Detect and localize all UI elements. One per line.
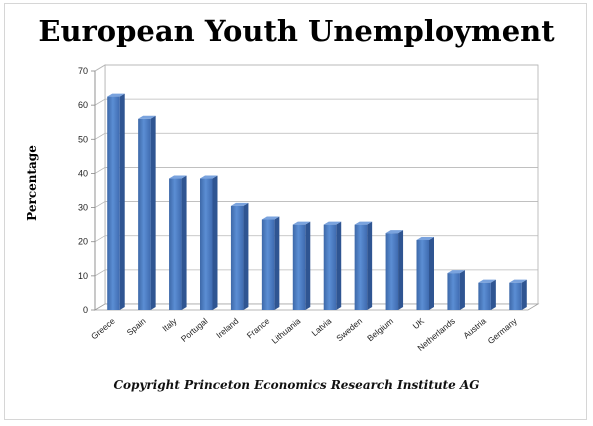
bar-top	[261, 216, 280, 220]
bar-side	[459, 270, 465, 310]
bar-top	[323, 221, 342, 225]
bar-greece	[107, 93, 125, 310]
x-tick-label: UK	[411, 316, 427, 331]
bar-uk	[416, 237, 434, 310]
bar-ireland	[230, 202, 249, 310]
bar-front	[354, 224, 368, 310]
x-axis-ticks: Greece Spain Italy Portugal Ireland FranceLit…	[89, 315, 519, 353]
x-tick-label: Sweden	[334, 316, 364, 344]
bar-front	[200, 178, 213, 310]
bar-top	[292, 221, 311, 225]
bar-front	[138, 118, 151, 310]
bar-top	[200, 175, 218, 179]
y-axis-ticks: 0 10 20 30 40 50 60 70	[78, 66, 96, 315]
bar-germany	[509, 279, 527, 310]
bar-front	[169, 178, 182, 310]
bar-top	[509, 279, 527, 283]
bar-side	[336, 221, 342, 310]
bar-front	[261, 219, 275, 310]
bar-side	[119, 93, 125, 310]
bar-side	[181, 175, 187, 310]
bar-top	[447, 270, 465, 274]
bar-france	[261, 216, 280, 310]
y-tick-label: 60	[78, 100, 88, 110]
x-tick-label: France	[245, 316, 272, 341]
gridline	[94, 132, 538, 140]
bar-side	[305, 221, 311, 310]
x-tick-label: Ireland	[214, 316, 241, 341]
bar-top	[416, 237, 434, 241]
bar-side	[150, 115, 156, 310]
y-tick-label: 40	[78, 168, 88, 178]
bar-front	[478, 282, 491, 310]
bar-sweden	[354, 221, 373, 310]
bar-netherlands	[447, 270, 465, 310]
y-tick-label: 0	[83, 305, 88, 315]
x-tick-label: Portugal	[179, 316, 210, 344]
y-tick-label: 20	[78, 237, 88, 247]
bar-front	[107, 96, 120, 310]
bar-front	[447, 273, 460, 310]
y-tick-label: 50	[78, 134, 88, 144]
bar-front	[230, 205, 244, 310]
bar-latvia	[323, 221, 342, 310]
bars	[107, 93, 527, 310]
bar-front	[509, 282, 522, 310]
bar-side	[429, 237, 434, 310]
plot-area	[93, 64, 540, 311]
bar-portugal	[200, 175, 218, 310]
x-tick-label: Spain	[125, 316, 148, 338]
bar-austria	[478, 279, 496, 310]
gridline	[94, 167, 538, 174]
bar-side	[521, 279, 527, 310]
copyright-note: Copyright Princeton Economics Research I…	[113, 378, 480, 392]
bar-front	[385, 233, 399, 310]
x-tick-label: Belgium	[365, 316, 395, 343]
x-tick-label: Latvia	[309, 316, 333, 338]
bar-front	[292, 224, 306, 310]
bar-top	[354, 221, 373, 225]
bar-side	[274, 216, 280, 310]
bar-side	[398, 230, 404, 310]
bar-spain	[138, 115, 156, 310]
bar-front	[323, 224, 337, 310]
y-tick-label: 10	[78, 271, 88, 281]
x-tick-label: Germany	[486, 315, 520, 346]
x-tick-label: Austria	[461, 316, 488, 341]
x-tick-label: Lithuania	[269, 316, 302, 346]
floor	[93, 303, 540, 311]
bar-side	[212, 175, 218, 310]
bar-front	[416, 240, 429, 310]
bar-top	[169, 175, 187, 179]
chart-title: European Youth Unemployment	[38, 14, 555, 48]
bar-belgium	[385, 230, 404, 310]
bar-italy	[169, 175, 187, 310]
gridline	[94, 98, 538, 106]
x-tick-label: Greece	[89, 316, 117, 342]
bar-top	[138, 115, 156, 119]
bar-side	[243, 202, 249, 310]
bar-top	[385, 230, 404, 234]
bar-top	[230, 202, 249, 206]
x-tick-label: Italy	[160, 315, 179, 333]
bar-top	[107, 93, 125, 97]
y-tick-label: 30	[78, 203, 88, 213]
gridline	[94, 64, 538, 72]
bar-lithuania	[292, 221, 311, 310]
bar-side	[490, 279, 496, 310]
gridline	[94, 201, 538, 208]
bar-side	[367, 221, 373, 310]
y-tick-label: 70	[78, 66, 88, 76]
bar-top	[478, 279, 496, 283]
